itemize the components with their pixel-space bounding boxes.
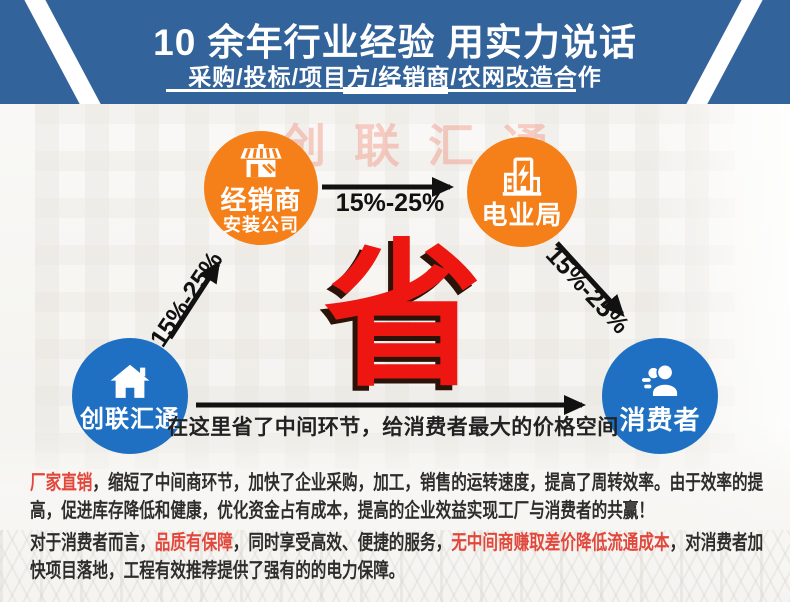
node-label: 消费者 bbox=[619, 404, 701, 435]
flow-diagram: 创联汇通 15%-25% 15%-25% 15%-25% bbox=[0, 104, 790, 602]
header-banner: 10 余年行业经验 用实力说话 采购/投标/项目方/经销商/农网改造合作 bbox=[0, 0, 790, 104]
diagram-caption: 在这里省了中间环节，给消费者最大的价格空间 bbox=[167, 416, 619, 439]
people-icon bbox=[635, 358, 685, 404]
savings-highlight: 省 bbox=[324, 225, 482, 409]
node-label: 经销商 bbox=[220, 184, 302, 215]
node-power-bureau: 电业局 bbox=[467, 137, 577, 247]
main-title: 10 余年行业经验 用实力说话 bbox=[153, 22, 637, 63]
text-segment: 厂家直销 bbox=[30, 472, 93, 494]
paragraph-factory-direct: 厂家直销，缩短了中间商环节，加快了企业采购，加工，销售的运转速度，提高了周转效率… bbox=[30, 470, 771, 525]
home-icon bbox=[105, 359, 155, 405]
node-sublabel: 安装公司 bbox=[223, 214, 299, 235]
node-company: 创联汇通 bbox=[72, 338, 188, 454]
node-label: 创联汇通 bbox=[80, 405, 180, 433]
text-segment: 无中间商赚取差价降低流通成本 bbox=[451, 532, 670, 554]
subtitle: 采购/投标/项目方/经销商/农网改造合作 bbox=[188, 64, 602, 90]
background-fence bbox=[0, 530, 790, 602]
arrow-label-dealer-power: 15%-25% bbox=[335, 189, 445, 217]
text-segment: ，缩短了中间商环节，加快了企业采购，加工，销售的运转速度，提高了周转效率。由于效… bbox=[30, 472, 764, 522]
power-building-icon bbox=[499, 155, 545, 199]
paragraph-consumer-benefit: 对于消费者而言，品质有保障，同时享受高效、便捷的服务，无中间商赚取差价降低流通成… bbox=[30, 530, 771, 585]
node-consumer: 消费者 bbox=[602, 338, 718, 454]
storefront-icon bbox=[238, 140, 284, 184]
divider-center-bar bbox=[343, 86, 448, 94]
text-segment: ，同时享受高效、便捷的服务， bbox=[232, 532, 452, 554]
text-segment: ，对消费者加快项目落地，工程有效推荐提供了强有的的电力保障。 bbox=[30, 532, 764, 582]
text-segment: 品质有保障 bbox=[154, 532, 233, 554]
text-segment: 对于消费者而言， bbox=[30, 532, 155, 554]
node-label: 电业局 bbox=[481, 199, 563, 230]
node-dealer: 经销商 安装公司 bbox=[204, 131, 318, 245]
